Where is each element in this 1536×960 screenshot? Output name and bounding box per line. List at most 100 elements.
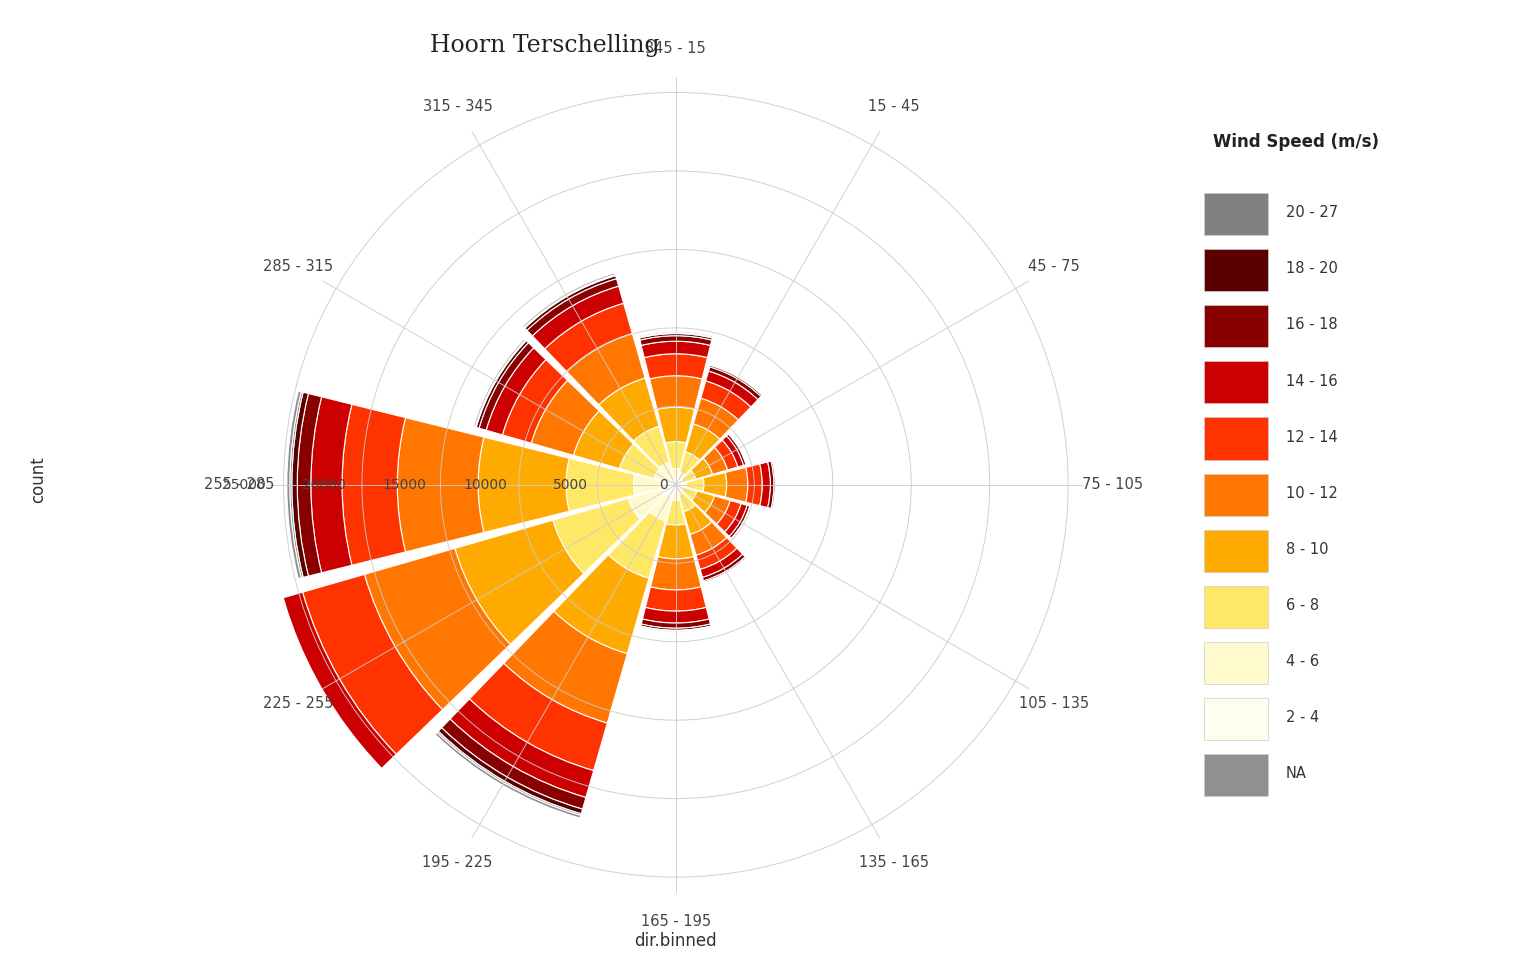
Text: 18 - 20: 18 - 20 [1286, 261, 1338, 276]
Bar [730, 505, 750, 539]
Bar [685, 424, 720, 460]
Bar [668, 480, 676, 485]
Bar [290, 392, 303, 578]
Text: 8 - 10: 8 - 10 [1286, 541, 1329, 557]
Bar [573, 411, 633, 468]
Bar [684, 505, 711, 535]
Bar [771, 461, 776, 509]
Bar [438, 732, 581, 815]
Bar [476, 341, 528, 428]
Bar [667, 500, 685, 525]
Bar [650, 493, 673, 521]
Bar [760, 462, 771, 508]
Bar [674, 479, 677, 485]
Bar [711, 364, 763, 395]
Text: 14 - 16: 14 - 16 [1286, 373, 1338, 389]
Bar [633, 474, 662, 495]
Text: 10 - 12: 10 - 12 [1286, 486, 1338, 501]
Bar [650, 375, 702, 409]
Bar [641, 336, 711, 346]
Bar [641, 624, 711, 631]
Bar [298, 394, 321, 576]
Bar [567, 333, 645, 405]
Bar [450, 699, 593, 798]
Bar [246, 607, 358, 795]
Bar [438, 728, 582, 814]
Bar [667, 485, 676, 497]
Bar [292, 393, 309, 577]
Bar [679, 452, 700, 475]
Bar [722, 436, 743, 467]
Text: 10000: 10000 [464, 478, 507, 492]
Bar [660, 485, 676, 496]
Bar [599, 378, 659, 441]
Text: Wind Speed (m/s): Wind Speed (m/s) [1213, 133, 1379, 152]
Bar [1204, 305, 1269, 348]
Bar [525, 276, 616, 330]
Bar [1204, 473, 1269, 516]
Text: count: count [29, 457, 48, 503]
Bar [671, 468, 680, 479]
Bar [364, 548, 510, 709]
Bar [687, 478, 703, 492]
Bar [677, 486, 684, 491]
Bar [479, 343, 533, 430]
Bar [728, 433, 746, 465]
Bar [470, 663, 607, 771]
Bar [670, 477, 676, 485]
Bar [522, 273, 616, 327]
Bar [679, 482, 687, 488]
Bar [773, 461, 776, 509]
Bar [691, 491, 714, 513]
Text: dir.binned: dir.binned [634, 932, 717, 950]
Bar [641, 619, 711, 628]
Bar [533, 286, 624, 348]
Bar [696, 538, 737, 569]
Bar [527, 278, 619, 336]
Text: 0: 0 [659, 478, 668, 492]
Text: 6 - 8: 6 - 8 [1286, 598, 1319, 612]
Bar [705, 496, 730, 524]
Bar [1204, 250, 1269, 291]
Bar [730, 433, 748, 465]
Bar [303, 574, 442, 755]
Text: 12 - 14: 12 - 14 [1286, 429, 1338, 444]
Bar [657, 407, 694, 443]
Bar [398, 418, 484, 552]
Bar [676, 485, 679, 489]
Bar [700, 548, 743, 577]
Bar [1204, 754, 1269, 796]
Bar [665, 442, 687, 468]
Text: Hoorn Terschelling: Hoorn Terschelling [430, 34, 660, 57]
Bar [442, 719, 585, 809]
Bar [693, 398, 739, 439]
Bar [628, 490, 664, 519]
Bar [1204, 698, 1269, 740]
Bar [676, 485, 679, 487]
Bar [639, 333, 713, 340]
Text: 15000: 15000 [382, 478, 427, 492]
Bar [725, 468, 748, 502]
Bar [682, 487, 697, 500]
Bar [504, 612, 627, 723]
Bar [703, 472, 727, 497]
Bar [654, 469, 670, 483]
Bar [703, 558, 746, 584]
Bar [1204, 361, 1269, 403]
Bar [455, 520, 584, 644]
Bar [645, 587, 707, 612]
Bar [659, 462, 674, 479]
Bar [662, 481, 676, 489]
Bar [435, 732, 581, 818]
Bar [731, 506, 751, 539]
Bar [642, 608, 710, 623]
Bar [252, 602, 370, 791]
Text: 5000: 5000 [553, 478, 588, 492]
Bar [473, 339, 525, 427]
Bar [714, 440, 737, 469]
Bar [475, 340, 527, 427]
Bar [650, 557, 702, 590]
Bar [553, 498, 641, 573]
Bar [679, 492, 696, 512]
Bar [485, 348, 545, 435]
